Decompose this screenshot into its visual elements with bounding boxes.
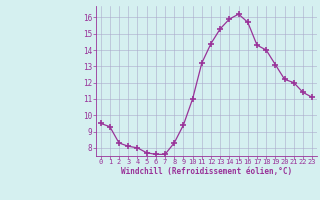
X-axis label: Windchill (Refroidissement éolien,°C): Windchill (Refroidissement éolien,°C) bbox=[121, 167, 292, 176]
